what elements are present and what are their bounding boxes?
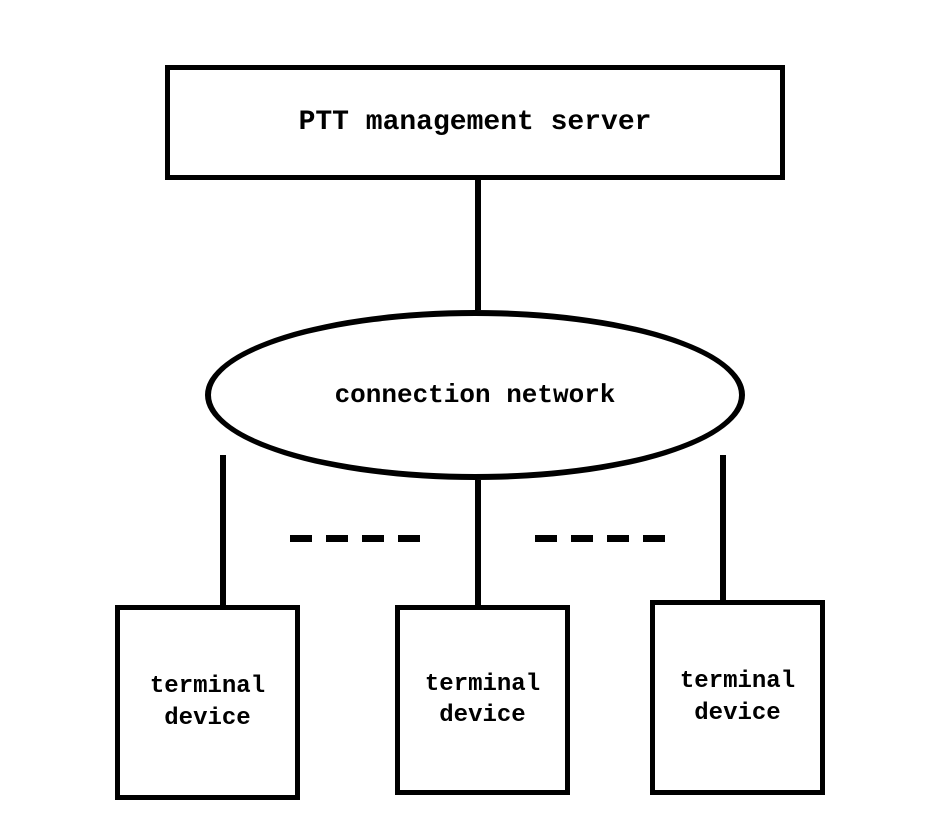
server-label: PTT management server	[299, 107, 652, 138]
terminal-node-3: terminaldevice	[650, 600, 825, 795]
dash-segment	[607, 535, 629, 542]
dash-segment	[326, 535, 348, 542]
edge-network-terminal-3	[720, 455, 726, 605]
dash-segment	[643, 535, 665, 542]
terminal-node-1: terminaldevice	[115, 605, 300, 800]
dash-row-2	[535, 535, 665, 542]
edge-network-terminal-1	[220, 455, 226, 605]
dash-segment	[398, 535, 420, 542]
dash-segment	[362, 535, 384, 542]
terminal-label-2: terminaldevice	[425, 669, 540, 731]
terminal-label-1: terminaldevice	[150, 671, 265, 733]
network-node-wrap: connection network	[205, 310, 745, 480]
network-label: connection network	[335, 380, 616, 410]
server-node: PTT management server	[165, 65, 785, 180]
diagram-canvas: PTT management server connection network…	[0, 0, 950, 837]
network-node: connection network	[205, 310, 745, 480]
dash-segment	[571, 535, 593, 542]
dash-segment	[290, 535, 312, 542]
edge-network-terminal-2	[475, 480, 481, 605]
edge-server-network	[475, 180, 481, 310]
terminal-label-3: terminaldevice	[680, 666, 795, 728]
terminal-node-2: terminaldevice	[395, 605, 570, 795]
dash-row-1	[290, 535, 420, 542]
dash-segment	[535, 535, 557, 542]
